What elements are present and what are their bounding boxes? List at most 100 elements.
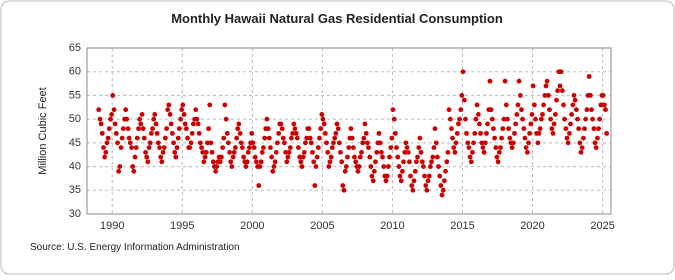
- data-point: [308, 140, 314, 146]
- data-point: [152, 112, 158, 117]
- data-point: [258, 159, 264, 165]
- data-point: [264, 116, 270, 122]
- data-point: [262, 135, 268, 141]
- data-point: [391, 116, 397, 122]
- data-point: [364, 140, 370, 146]
- data-point: [554, 97, 559, 103]
- data-point: [132, 154, 138, 160]
- data-point: [503, 102, 509, 108]
- data-point: [366, 145, 371, 151]
- data-point: [101, 145, 106, 151]
- data-point: [506, 126, 511, 132]
- data-point: [579, 145, 585, 151]
- data-point: [545, 93, 551, 98]
- data-point: [493, 145, 499, 151]
- data-point: [332, 135, 338, 141]
- data-point: [148, 130, 154, 136]
- data-point: [111, 107, 117, 113]
- data-point: [185, 135, 190, 141]
- data-point: [103, 149, 109, 155]
- data-point: [517, 93, 523, 98]
- data-point: [176, 126, 182, 132]
- data-point: [150, 126, 155, 132]
- data-point: [287, 145, 293, 151]
- data-point: [203, 149, 209, 155]
- data-point: [502, 78, 508, 84]
- data-point: [251, 145, 257, 151]
- data-point: [352, 154, 357, 160]
- data-point: [201, 159, 207, 165]
- data-point: [376, 130, 382, 136]
- data-point: [174, 145, 180, 151]
- data-point: [413, 159, 419, 165]
- data-point: [458, 107, 464, 113]
- data-point: [270, 168, 276, 174]
- data-point: [380, 154, 385, 160]
- data-point: [158, 154, 164, 160]
- data-point: [374, 149, 380, 155]
- x-tick-label: 2010: [380, 220, 404, 232]
- data-point: [160, 149, 166, 155]
- data-point: [214, 164, 220, 169]
- data-point: [603, 107, 608, 113]
- data-point: [329, 145, 335, 151]
- data-point: [541, 102, 547, 108]
- data-point: [403, 140, 409, 146]
- data-point: [426, 173, 432, 179]
- data-point: [235, 126, 241, 132]
- data-point: [388, 145, 394, 151]
- data-point: [112, 121, 118, 127]
- data-point: [292, 126, 298, 132]
- data-point: [312, 183, 318, 188]
- data-point: [259, 149, 265, 155]
- data-point: [282, 140, 287, 146]
- data-point: [224, 130, 230, 136]
- data-point: [465, 140, 471, 146]
- data-point: [492, 135, 497, 141]
- data-point: [596, 126, 601, 132]
- points: [96, 69, 610, 198]
- data-point: [440, 187, 446, 193]
- data-point: [313, 164, 319, 169]
- data-point: [253, 159, 259, 165]
- data-point: [576, 126, 582, 132]
- data-point: [153, 121, 159, 127]
- data-point: [583, 116, 589, 122]
- data-point: [222, 102, 228, 108]
- data-point: [229, 164, 235, 169]
- data-point: [197, 140, 203, 146]
- data-point: [542, 93, 548, 98]
- data-point: [98, 121, 104, 127]
- data-point: [562, 116, 568, 122]
- data-point: [336, 140, 342, 146]
- data-point: [519, 107, 524, 113]
- data-point: [297, 154, 303, 160]
- data-point: [368, 164, 374, 169]
- data-point: [208, 140, 214, 146]
- data-point: [245, 149, 251, 155]
- data-point: [565, 140, 571, 146]
- data-point: [370, 178, 376, 184]
- data-point: [119, 135, 125, 141]
- data-point: [227, 149, 233, 155]
- data-point: [159, 159, 165, 165]
- data-point: [147, 140, 153, 146]
- data-point: [408, 173, 413, 179]
- data-point: [241, 154, 247, 160]
- data-point: [582, 126, 587, 132]
- data-point: [475, 112, 481, 117]
- data-point: [291, 121, 297, 127]
- data-point: [271, 164, 277, 169]
- data-point: [139, 112, 145, 117]
- data-point: [151, 116, 157, 122]
- data-point: [355, 168, 361, 174]
- data-point: [523, 145, 529, 151]
- data-point: [496, 149, 502, 155]
- data-point: [595, 135, 600, 141]
- data-point: [564, 135, 570, 141]
- data-point: [315, 145, 321, 151]
- data-point: [429, 159, 434, 165]
- data-point: [173, 154, 179, 160]
